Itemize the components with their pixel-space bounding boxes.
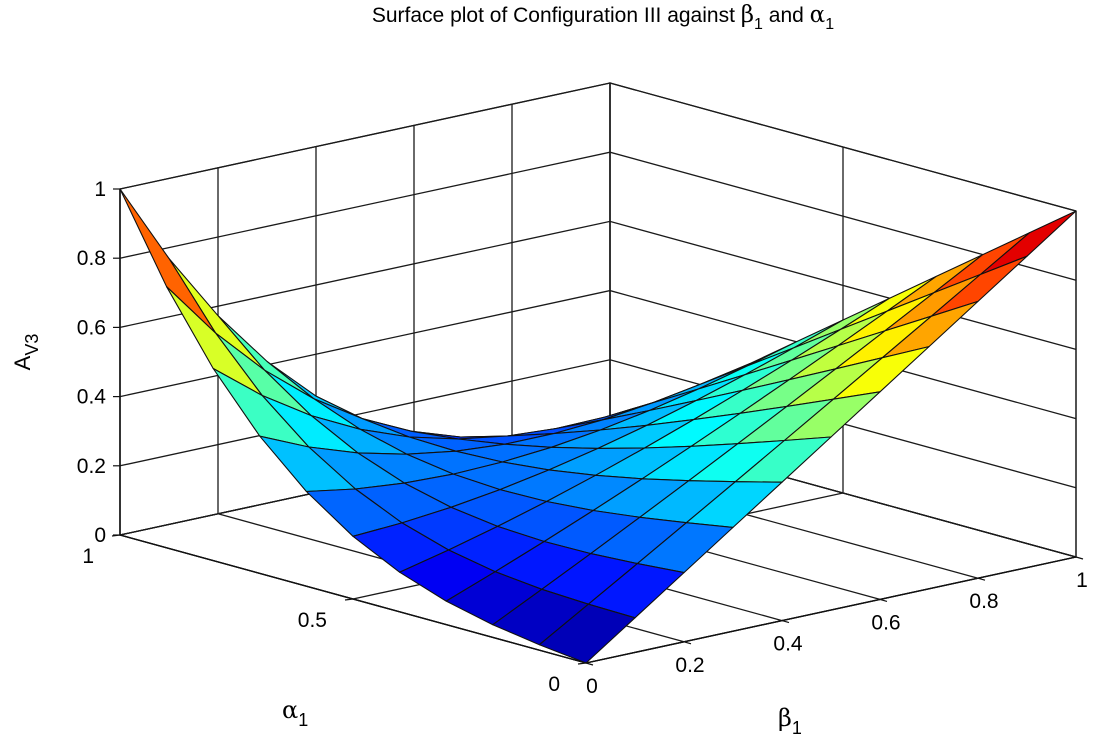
x-tick-mark bbox=[585, 662, 594, 666]
y-tick-mark bbox=[577, 662, 587, 665]
surface-patch bbox=[538, 603, 636, 664]
z-tick-label: 0.8 bbox=[77, 247, 106, 270]
z-tick-label: 0.2 bbox=[77, 455, 106, 478]
y-tick-mark bbox=[344, 598, 354, 601]
grid-line-z bbox=[119, 289, 1077, 420]
y-tick-label: 1 bbox=[82, 545, 94, 568]
x-tick-label: 0 bbox=[586, 675, 598, 698]
beta-axis-line bbox=[585, 556, 1077, 664]
z-tick-label: 0 bbox=[94, 524, 106, 547]
y-axis-label: α1 bbox=[282, 696, 308, 730]
x-tick-label: 0.6 bbox=[871, 611, 900, 634]
x-tick-label: 0.2 bbox=[675, 654, 704, 677]
grid-line-z bbox=[119, 151, 1077, 281]
grid-line-z bbox=[119, 82, 1077, 212]
x-tick-mark bbox=[683, 641, 692, 645]
chart-title: Surface plot of Configuration III agains… bbox=[372, 2, 834, 33]
surface-mesh bbox=[119, 188, 1077, 664]
z-tick-label: 0.6 bbox=[77, 316, 106, 339]
x-tick-label: 1 bbox=[1076, 569, 1088, 592]
x-tick-label: 0.4 bbox=[773, 633, 803, 656]
surface-patch bbox=[979, 210, 1077, 276]
y-tick-label: 0.5 bbox=[298, 609, 327, 632]
x-tick-mark bbox=[879, 598, 888, 602]
z-tick-label: 0.4 bbox=[77, 386, 107, 409]
y-tick-label: 0 bbox=[548, 673, 560, 696]
x-tick-mark bbox=[977, 577, 986, 581]
surface-patch bbox=[119, 188, 217, 334]
z-axis-label: AV3 bbox=[10, 334, 42, 371]
x-axis-label: β1 bbox=[778, 704, 802, 736]
x-tick-label: 0.8 bbox=[969, 590, 998, 613]
x-tick-mark bbox=[781, 620, 790, 624]
surface-patch bbox=[166, 286, 263, 397]
x-tick-mark bbox=[1075, 556, 1084, 560]
z-tick-label: 1 bbox=[94, 178, 106, 201]
